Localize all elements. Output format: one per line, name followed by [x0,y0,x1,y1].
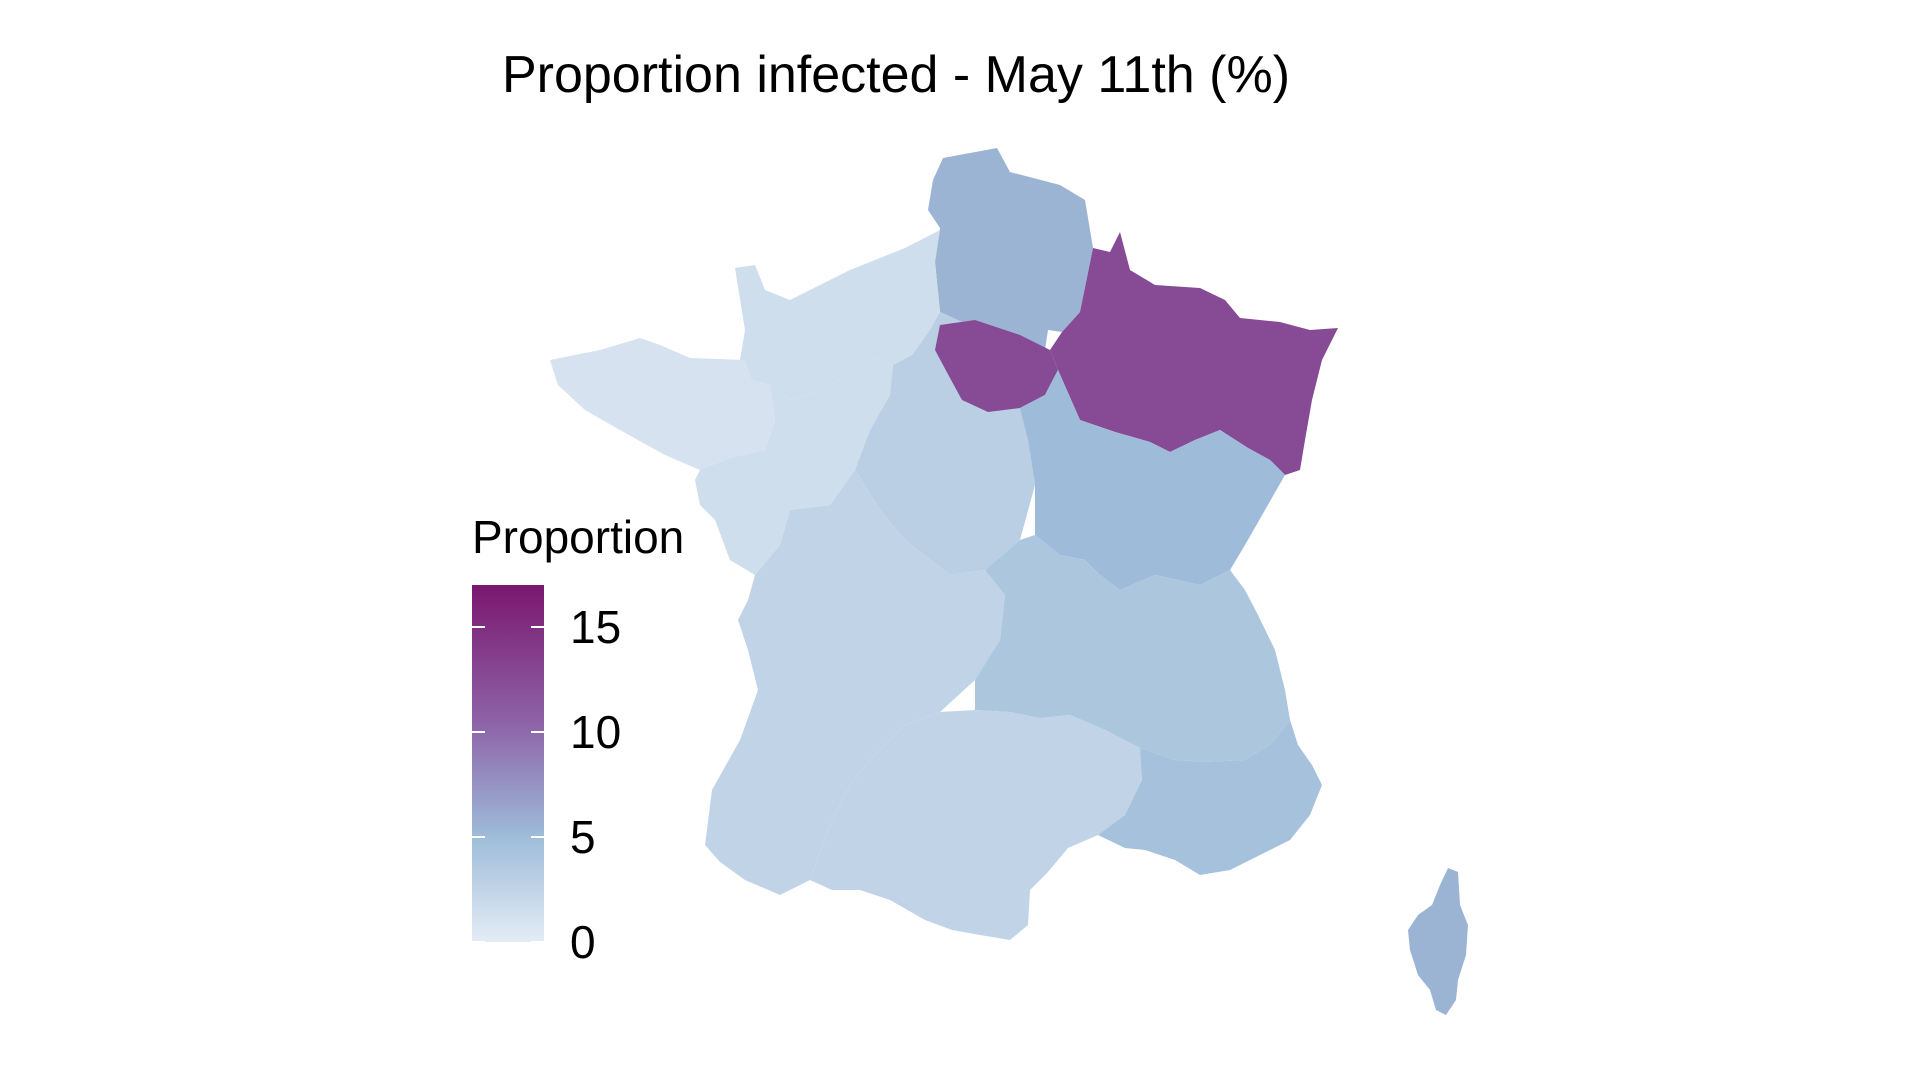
region-auvergne-rhone-alpes [975,535,1290,762]
region-corse [1408,868,1468,1015]
region-nouvelle-aquitaine [705,470,1005,895]
map-title: Proportion infected - May 11th (%) [502,46,1290,104]
legend-tick-label: 0 [570,916,596,968]
legend-title: Proportion [472,511,684,563]
region-provence-alpes-cote-dazur [1098,720,1322,875]
legend-color-bar [472,585,544,942]
legend-ticks: 0 5 10 15 [472,601,621,968]
region-bourgogne-franche-comte [1020,370,1285,590]
region-normandie [735,230,940,400]
legend: Proportion 0 5 10 15 [472,511,684,968]
region-ile-de-france [935,320,1058,412]
region-pays-de-la-loire [695,358,893,575]
france-regions-map [550,148,1468,1015]
legend-tick-label: 10 [570,706,621,758]
region-hauts-de-france [928,148,1093,350]
region-bretagne [550,338,775,470]
region-occitanie [810,710,1142,940]
region-grand-est [1050,232,1338,475]
legend-tick-label: 15 [570,601,621,653]
legend-tick-label: 5 [570,811,596,863]
